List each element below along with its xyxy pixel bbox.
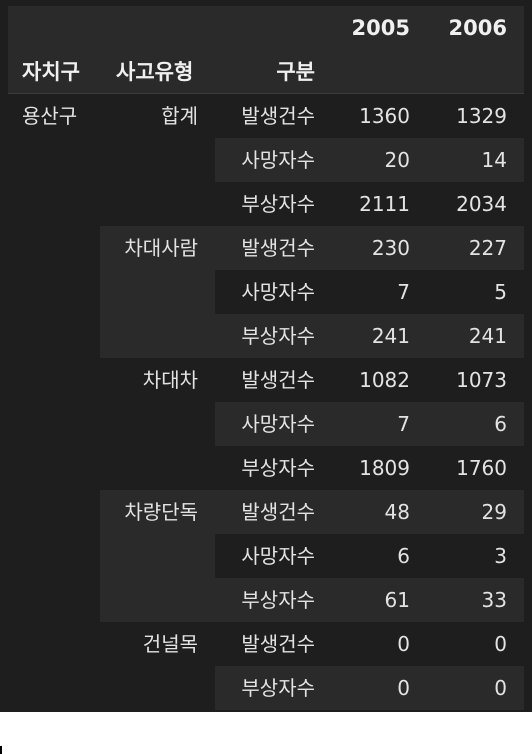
value-cell-2006: 0 <box>494 676 507 700</box>
row-stripe <box>215 666 524 710</box>
accident-type-label: 차량단독 <box>124 500 198 524</box>
category-cell: 부상자수 <box>241 676 315 700</box>
value-cell-2006: 1760 <box>456 456 507 480</box>
group-stripe <box>100 226 215 358</box>
accident-type-label: 합계 <box>161 104 198 128</box>
column-header-row <box>8 6 524 50</box>
value-cell-2006: 3 <box>494 544 507 568</box>
value-cell-2005: 7 <box>397 280 410 304</box>
value-cell-2006: 1073 <box>456 368 507 392</box>
accident-type-label: 차대차 <box>142 368 198 392</box>
value-cell-2005: 0 <box>397 632 410 656</box>
index-header-category: 구분 <box>276 60 315 84</box>
value-cell-2006: 0 <box>494 632 507 656</box>
category-cell: 부상자수 <box>241 588 315 612</box>
value-cell-2006: 33 <box>481 588 507 612</box>
accident-type-label: 차대사람 <box>124 236 198 260</box>
row-stripe <box>215 578 524 622</box>
category-cell: 발생건수 <box>241 368 315 392</box>
value-cell-2005: 61 <box>384 588 410 612</box>
value-cell-2005: 0 <box>397 676 410 700</box>
index-header-accident-type: 사고유형 <box>116 60 194 84</box>
district-label: 용산구 <box>22 104 78 128</box>
value-cell-2005: 2111 <box>359 192 410 216</box>
value-cell-2006: 227 <box>468 236 507 260</box>
row-stripe <box>215 402 524 446</box>
header-divider <box>8 93 524 94</box>
category-cell: 사망자수 <box>241 412 315 436</box>
index-header-row <box>8 50 524 94</box>
category-cell: 발생건수 <box>241 104 315 128</box>
value-cell-2006: 29 <box>481 500 507 524</box>
value-cell-2005: 48 <box>384 500 410 524</box>
row-stripe <box>215 314 524 358</box>
category-cell: 부상자수 <box>241 456 315 480</box>
value-cell-2006: 6 <box>494 412 507 436</box>
row-stripe <box>215 226 524 270</box>
value-cell-2005: 1360 <box>359 104 410 128</box>
dataframe-output: 2005 2006 자치구 사고유형 구분 용산구 합계 발생건수 1360 1329… <box>0 0 532 712</box>
value-cell-2006: 14 <box>481 148 507 172</box>
index-header-district: 자치구 <box>22 60 80 84</box>
value-cell-2006: 241 <box>468 324 507 348</box>
accident-type-label: 건널목 <box>142 632 198 656</box>
category-cell: 사망자수 <box>241 280 315 304</box>
category-cell: 부상자수 <box>241 324 315 348</box>
value-cell-2005: 7 <box>397 412 410 436</box>
category-cell: 사망자수 <box>241 544 315 568</box>
category-cell: 부상자수 <box>241 192 315 216</box>
row-stripe <box>215 490 524 534</box>
group-stripe <box>100 490 215 622</box>
row-stripe <box>215 138 524 182</box>
category-cell: 사망자수 <box>241 148 315 172</box>
year-header-2005: 2005 <box>351 16 410 40</box>
value-cell-2005: 1809 <box>359 456 410 480</box>
value-cell-2005: 241 <box>371 324 410 348</box>
category-cell: 발생건수 <box>241 500 315 524</box>
value-cell-2005: 6 <box>397 544 410 568</box>
value-cell-2005: 20 <box>384 148 410 172</box>
value-cell-2005: 230 <box>371 236 410 260</box>
value-cell-2006: 2034 <box>456 192 507 216</box>
value-cell-2006: 1329 <box>456 104 507 128</box>
value-cell-2005: 1082 <box>359 368 410 392</box>
page-corner-mark <box>0 746 2 754</box>
value-cell-2006: 5 <box>494 280 507 304</box>
category-cell: 발생건수 <box>241 236 315 260</box>
category-cell: 발생건수 <box>241 632 315 656</box>
year-header-2006: 2006 <box>448 16 507 40</box>
